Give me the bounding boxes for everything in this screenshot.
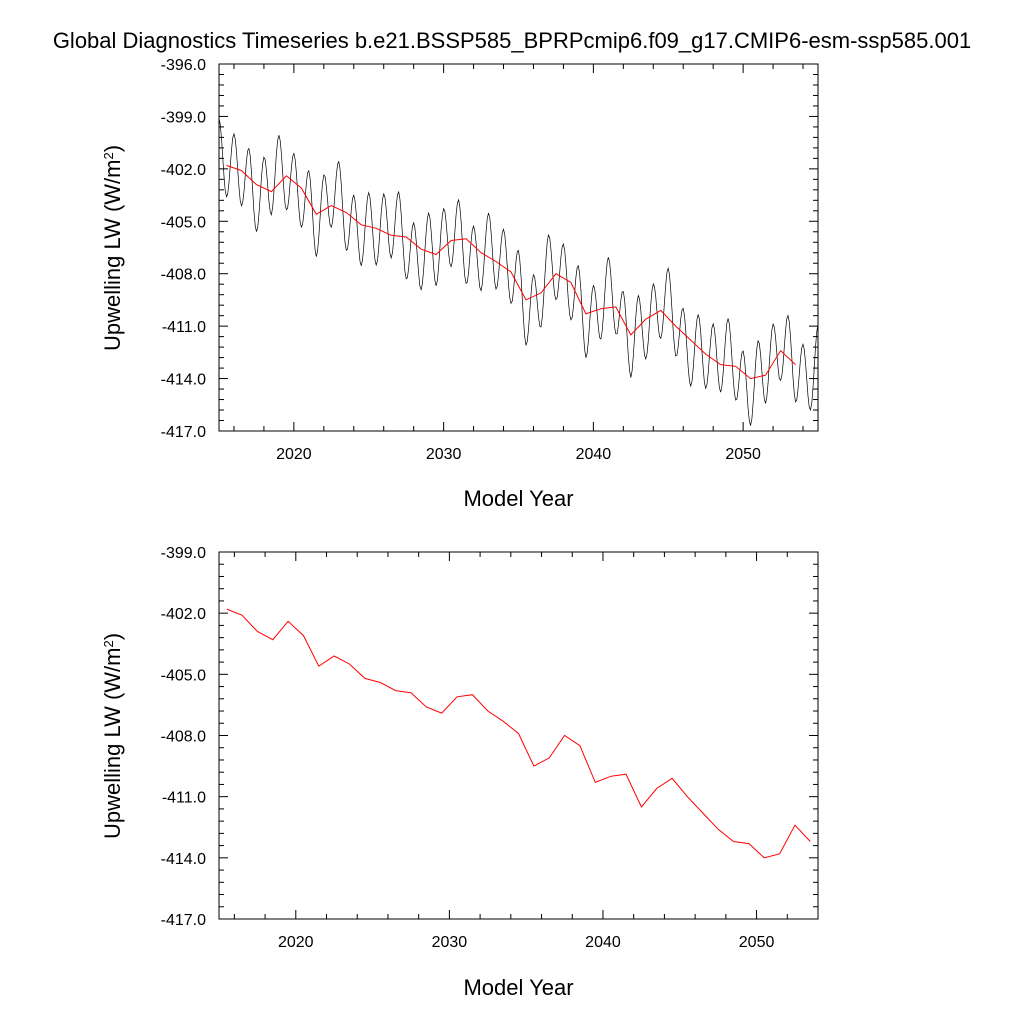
annual-mean-line <box>226 164 796 380</box>
x-tick-label: 2020 <box>276 446 312 463</box>
x-tick-label: 2020 <box>278 934 314 951</box>
y-tick-label: -408.0 <box>161 729 206 746</box>
figure-title: Global Diagnostics Timeseries b.e21.BSSP… <box>53 28 971 53</box>
y-tick-label: -408.0 <box>161 267 206 284</box>
top-panel: 2020 2030 2040 2050 -396.0 -399.0 -402.0 -405.0… <box>100 57 819 511</box>
y-tick-label: -411.0 <box>162 319 206 336</box>
x-tick-label: 2040 <box>585 934 621 951</box>
annual-mean-line <box>226 608 811 859</box>
y-tick-label: -411.0 <box>162 790 206 807</box>
y-tick-label: -402.0 <box>161 162 206 179</box>
x-tick-label: 2050 <box>739 934 775 951</box>
monthly-series-line <box>219 118 818 426</box>
x-axis-label: Model Year <box>463 975 573 1000</box>
bottom-panel: 2020 2030 2040 2050 -399.0 -402.0 -405.0 -408.0… <box>100 545 819 1000</box>
y-tick-label: -402.0 <box>161 606 206 623</box>
y-tick-label: -405.0 <box>161 667 206 684</box>
y-tick-label: -405.0 <box>161 214 206 231</box>
plot-frame <box>218 551 819 920</box>
x-tick-label: 2030 <box>426 446 462 463</box>
y-axis-label: Upwelling LW (W/m2) <box>100 145 125 351</box>
x-axis-label: Model Year <box>463 486 573 511</box>
x-tick-label: 2050 <box>725 446 761 463</box>
y-axis-label: Upwelling LW (W/m2) <box>100 633 125 839</box>
y-tick-label: -414.0 <box>161 851 206 868</box>
x-tick-label: 2040 <box>576 446 612 463</box>
y-tick-label: -417.0 <box>161 912 206 929</box>
y-tick-label: -417.0 <box>161 424 206 441</box>
plot-frame <box>218 63 819 432</box>
y-tick-label: -399.0 <box>161 109 206 126</box>
y-tick-label: -399.0 <box>161 545 206 562</box>
x-tick-label: 2030 <box>432 934 468 951</box>
y-tick-label: -396.0 <box>161 57 206 74</box>
y-tick-label: -414.0 <box>161 372 206 389</box>
